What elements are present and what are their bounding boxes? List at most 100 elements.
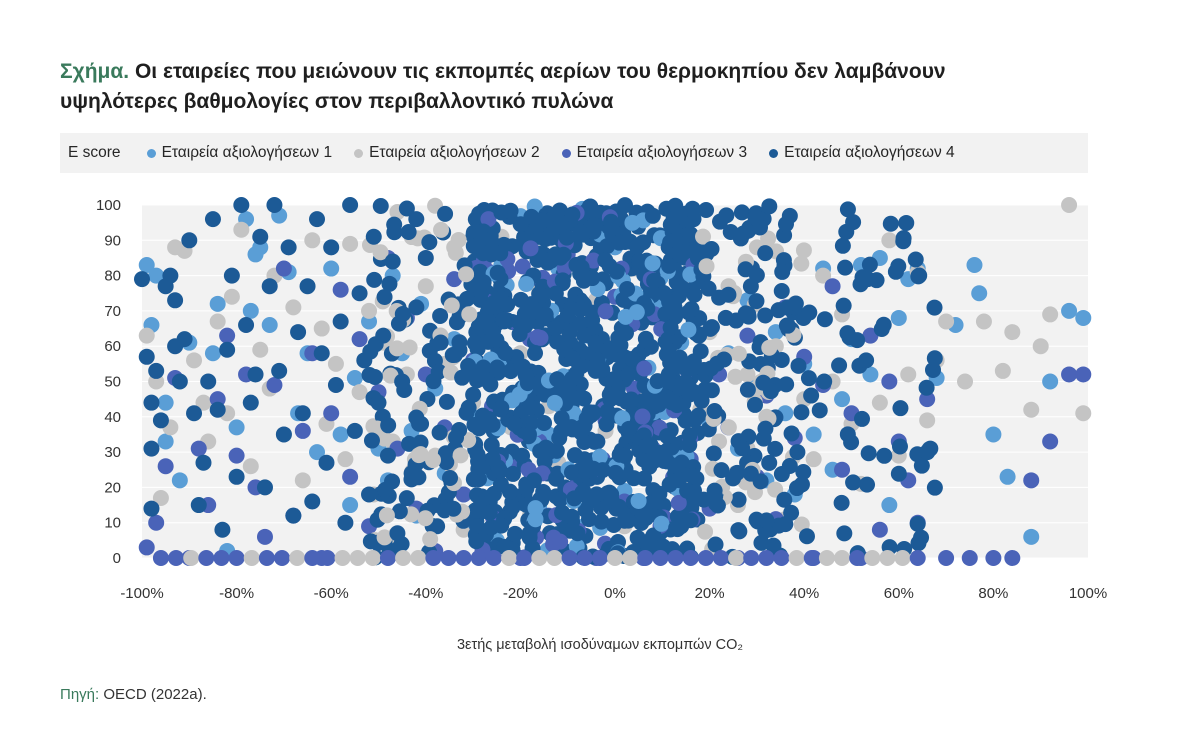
point-series-4-right [873, 321, 890, 338]
point-baseline [682, 550, 699, 566]
point-series-4-core [682, 226, 699, 243]
point-series-4-core [492, 476, 509, 493]
point-series-4-core [659, 428, 676, 445]
point-series-4 [384, 253, 401, 270]
point-baseline [894, 550, 911, 566]
point-series-4-flank [438, 454, 455, 471]
point-series-4-flank [401, 339, 418, 356]
point-series-4-core [668, 457, 685, 474]
point-series-2 [1061, 197, 1078, 213]
point-series-4-flank [760, 230, 777, 247]
point-series-4 [370, 394, 387, 411]
legend-item-2: Εταιρεία αξιολογήσεων 2 [354, 144, 540, 162]
point-series-4-core [620, 420, 637, 437]
point-series-1 [228, 419, 245, 436]
x-tick-label: 60% [884, 585, 914, 602]
point-series-4-right [839, 201, 856, 218]
point-series-4 [299, 278, 316, 295]
point-series-4-right [887, 263, 904, 280]
x-tick-label: 0% [604, 585, 626, 602]
y-tick-label: 90 [104, 232, 121, 249]
point-series-4-core [634, 408, 651, 425]
point-series-4-right [702, 360, 719, 377]
point-series-4-flank [433, 221, 450, 238]
x-tick-label: -80% [219, 585, 254, 602]
point-series-4-flank [757, 245, 774, 262]
point-series-4-right [753, 534, 770, 551]
point-series-3 [275, 260, 292, 277]
point-series-4-core [576, 327, 593, 344]
point-series-2 [975, 313, 992, 330]
point-series-4 [318, 454, 335, 471]
point-series-1 [1042, 373, 1059, 390]
point-series-4-flank [747, 396, 764, 413]
point-series-4-right [703, 382, 720, 399]
point-series-4-right [926, 350, 943, 367]
point-baseline [818, 550, 835, 566]
point-series-4-flank [442, 470, 459, 487]
point-series-4 [280, 239, 297, 256]
point-baseline [152, 550, 169, 566]
point-series-2 [223, 288, 240, 305]
point-series-4-flank [381, 275, 398, 292]
point-baseline [243, 550, 260, 566]
point-series-1 [171, 472, 188, 489]
point-series-4-core [584, 270, 601, 287]
point-series-4-right [849, 332, 866, 349]
source-prefix: Πηγή: [60, 686, 100, 703]
point-baseline [758, 550, 775, 566]
point-series-4-flank [460, 357, 477, 374]
point-series-4-core [651, 485, 668, 502]
point-baseline [516, 550, 533, 566]
point-series-4-core [488, 332, 505, 349]
point-series-4-core [573, 259, 590, 276]
point-baseline [773, 550, 790, 566]
x-tick-label: 20% [695, 585, 725, 602]
point-series-4-core [536, 414, 553, 431]
legend-label-4: Εταιρεία αξιολογήσεων 4 [784, 144, 955, 161]
point-baseline [803, 550, 820, 566]
point-series-4-core [552, 249, 569, 266]
point-series-1 [1075, 309, 1092, 326]
point-series-4-core [611, 234, 628, 251]
point-series-4 [361, 486, 378, 503]
point-baseline [667, 550, 684, 566]
point-series-1 [862, 366, 879, 383]
point-series-4-right [926, 299, 943, 316]
point-series-4-right [706, 403, 723, 420]
point-series-4-core [642, 534, 659, 551]
point-series-4-right [761, 454, 778, 471]
point-series-4 [238, 317, 255, 334]
point-series-4-core [554, 272, 571, 289]
point-series-4-flank [401, 435, 418, 452]
point-series-4-flank [376, 529, 393, 546]
point-series-4-flank [451, 342, 468, 359]
point-series-4-core [606, 371, 623, 388]
point-series-4 [143, 440, 160, 457]
point-series-2 [337, 451, 354, 468]
point-series-1 [204, 345, 221, 362]
point-series-4-core [514, 258, 531, 275]
point-series-4-core [666, 359, 683, 376]
point-series-4-core [630, 492, 647, 509]
point-series-4-core [475, 274, 492, 291]
point-series-4 [204, 211, 221, 228]
point-series-4-right [765, 537, 782, 554]
point-series-4-flank [730, 345, 747, 362]
point-series-3 [985, 550, 1002, 566]
point-series-4-core [667, 232, 684, 249]
point-series-4-core [631, 253, 648, 270]
point-series-2 [938, 313, 955, 330]
point-series-4 [342, 197, 359, 213]
point-baseline [652, 550, 669, 566]
point-series-4-right [836, 525, 853, 542]
point-series-4-core [666, 305, 683, 322]
point-series-1 [138, 257, 155, 274]
point-series-3 [228, 447, 245, 464]
point-series-4-core [535, 483, 552, 500]
point-series-4 [346, 422, 363, 439]
point-series-4 [171, 373, 188, 390]
point-series-1 [309, 444, 326, 461]
point-baseline [228, 550, 245, 566]
point-series-4-right [816, 373, 833, 390]
